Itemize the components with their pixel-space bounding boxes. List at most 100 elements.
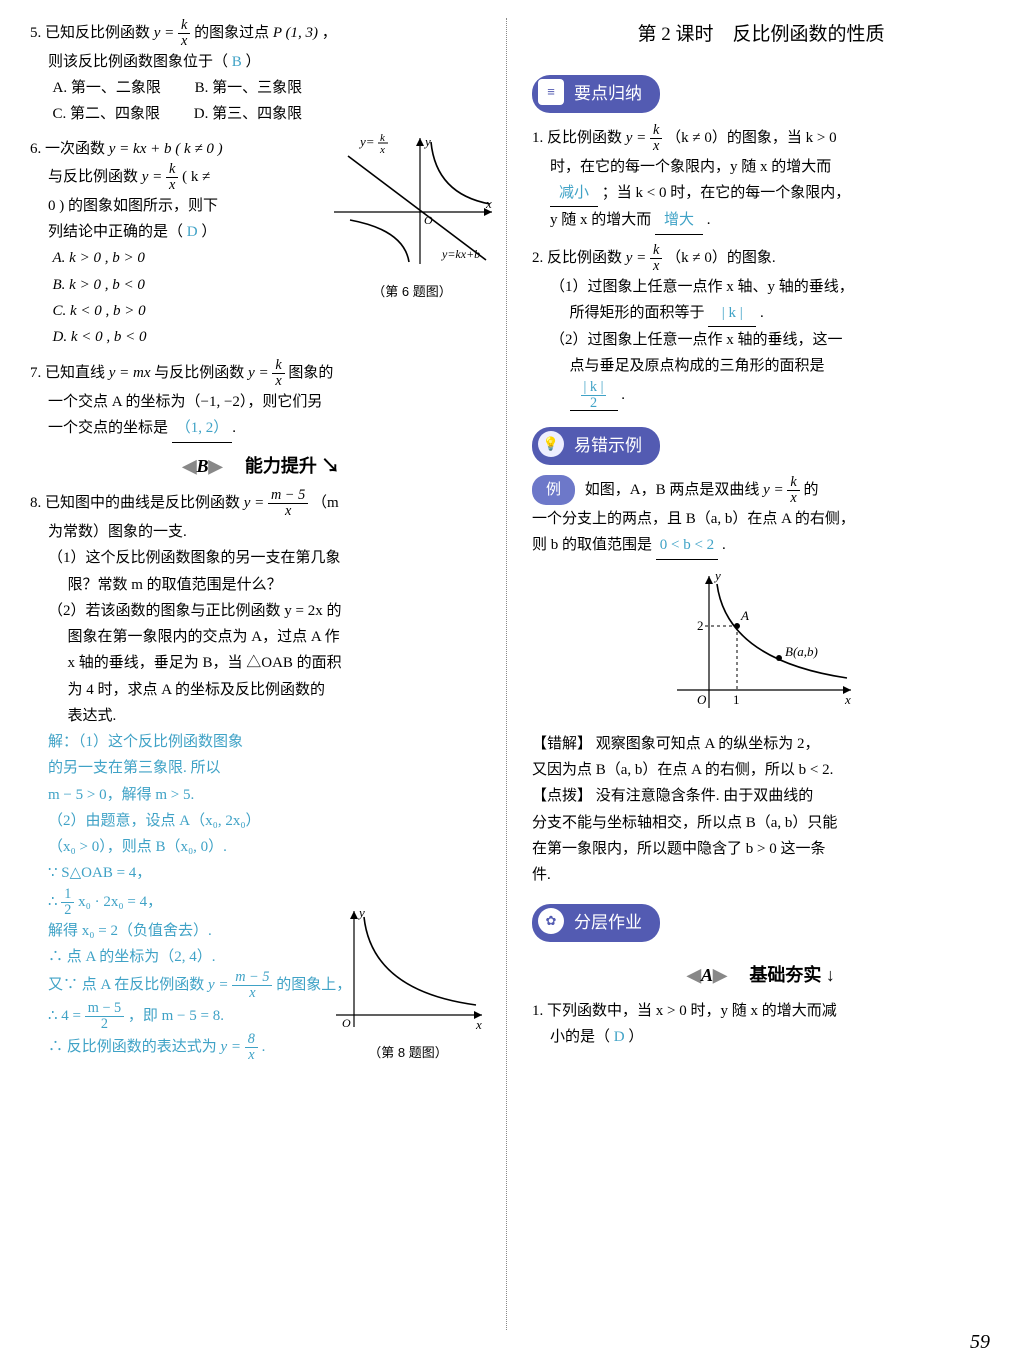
q8-t1c: （m xyxy=(312,495,339,511)
q7-frac: y = kx xyxy=(248,365,285,381)
tip3: 在第一象限内，所以题中隐含了 b > 0 这一条 xyxy=(532,836,990,862)
q6-l2a: 与反比例函数 xyxy=(48,169,142,185)
q8-s12b: . xyxy=(262,1039,266,1055)
pt1-l1a: 1. 反比例函数 xyxy=(532,130,626,146)
pill-keypoints: ≡ 要点归纳 xyxy=(532,75,660,113)
q8-s4: （2）由题意，设点 A（x₀, 2x₀） xyxy=(48,808,492,834)
q8-s3: m − 5 > 0，解得 m > 5. xyxy=(48,782,492,808)
q8-t1a: 8. 已知图中的曲线是反比例函数 xyxy=(30,495,244,511)
pt2-s1b: 所得矩形的面积等于 xyxy=(570,305,705,321)
pill3-label: 分层作业 xyxy=(574,913,642,932)
ex-t2: 一个分支上的两点，且 B（a, b）在点 A 的右侧， xyxy=(532,506,990,532)
pt2-l1a: 2. 反比例函数 xyxy=(532,250,626,266)
pt2-blank1: | k | xyxy=(708,300,756,327)
pt1-blank1: 减小 xyxy=(550,180,598,207)
svg-text:A: A xyxy=(740,608,749,623)
q6-l2c: ( k ≠ xyxy=(182,169,210,185)
ex-t1b: 的 xyxy=(803,482,818,498)
pt2-s2b: 点与垂足及原点构成的三角形的面积是 xyxy=(532,353,990,379)
wrong-label: 【错解】 xyxy=(532,735,592,752)
pt2-s2a: （2）过图象上任意一点作 x 轴的垂线，这一 xyxy=(532,327,990,353)
q7-t1a: 7. 已知直线 xyxy=(30,365,109,381)
svg-text:y=kx+b: y=kx+b xyxy=(441,247,480,261)
pt2-l1b: （k ≠ 0）的图象. xyxy=(666,250,775,266)
hw1-t2b: ） xyxy=(628,1029,643,1045)
q8-s2: 的另一支在第三象限. 所以 xyxy=(48,755,492,781)
q5-point: P (1, 3) xyxy=(273,25,318,41)
q8-frac1: y = m − 5x xyxy=(244,495,308,511)
bulb-icon: 💡 xyxy=(538,431,564,457)
question-5: 5. 已知反比例函数 y = kx 的图象过点 P (1, 3) ， 则该反比例… xyxy=(30,18,492,128)
example: 例 如图，A，B 两点是双曲线 y = kx 的 一个分支上的两点，且 B（a,… xyxy=(532,475,990,888)
secA-sym: A xyxy=(701,965,713,985)
svg-text:x: x xyxy=(844,692,851,707)
point-1: 1. 反比例函数 y = kx （k ≠ 0）的图象，当 k > 0 时，在它的… xyxy=(532,123,990,235)
q6-l4a: 列结论中正确的是（ xyxy=(48,224,183,240)
pill-mistakes: 💡 易错示例 xyxy=(532,427,660,465)
tip2: 分支不能与坐标轴相交，所以点 B（a, b）只能 xyxy=(532,810,990,836)
q7-t1c: 与反比例函数 xyxy=(154,365,248,381)
q5-text-c: ， xyxy=(322,25,337,41)
svg-text:k: k xyxy=(380,132,386,144)
secB-sym: B xyxy=(196,456,208,476)
hw1-answer: D xyxy=(614,1029,625,1045)
question-8: 8. 已知图中的曲线是反比例函数 y = m − 5x （m 为常数）图象的一支… xyxy=(30,488,492,1063)
question-7: 7. 已知直线 y = mx 与反比例函数 y = kx 图象的 一个交点 A … xyxy=(30,358,492,442)
q5-text-e: ） xyxy=(246,54,261,70)
pt1-l2a: 时，在它的每一个象限内，y 随 x 的增大而 xyxy=(550,159,831,175)
svg-text:y: y xyxy=(357,905,365,920)
q6-l1b: y = kx + b ( k ≠ 0 ) xyxy=(109,141,223,157)
tip-label: 【点拨】 xyxy=(532,787,592,804)
q6-caption: （第 6 题图） xyxy=(326,281,498,304)
hw1-t1: 1. 下列函数中，当 x > 0 时，y 随 x 的增大而减 xyxy=(532,998,990,1024)
pt1-l2b: ；当 k < 0 时，在它的每一个象限内， xyxy=(602,185,850,201)
q5-choice-d: D. 第三、四象限 xyxy=(194,106,302,122)
svg-text:x: x xyxy=(485,196,492,211)
q7-answer: （1, 2） xyxy=(172,415,233,442)
q8-s11a: ∴ 4 = xyxy=(48,1008,85,1024)
q5-choice-c: C. 第二、四象限 xyxy=(53,106,161,122)
q8-t2: 为常数）图象的一支. xyxy=(30,519,492,545)
q5-text-a: 5. 已知反比例函数 xyxy=(30,25,154,41)
tip1: 没有注意隐含条件. 由于双曲线的 xyxy=(596,788,814,804)
q8-s7a: ∴ xyxy=(48,894,61,910)
q8-s7b: x₀ · 2x₀ = 4， xyxy=(78,894,162,910)
pt2-s1c: . xyxy=(760,305,764,321)
q8-s5: （x₀ > 0），则点 B（x₀, 0）. xyxy=(48,834,492,860)
q8-caption: （第 8 题图） xyxy=(328,1042,488,1065)
q5-choice-b: B. 第一、三象限 xyxy=(195,80,303,96)
q8-p2c: x 轴的垂线，垂足为 B，当 △OAB 的面积 xyxy=(30,650,492,676)
pt1-l3b: . xyxy=(707,212,711,228)
svg-text:B(a,b): B(a,b) xyxy=(785,644,818,659)
q5-answer: B xyxy=(232,54,242,70)
lesson-title: 第 2 课时 反比例函数的性质 xyxy=(532,18,990,51)
q8-p2a: （2）若该函数的图象与正比例函数 y = 2x 的 xyxy=(30,598,492,624)
q8-s10a: 又∵ 点 A 在反比例函数 xyxy=(48,977,208,993)
q5-text-b: 的图象过点 xyxy=(194,25,273,41)
section-a-heading: ◀A▶ 基础夯实 ↓ xyxy=(532,960,990,992)
svg-text:y: y xyxy=(713,568,721,583)
example-figure: A B(a,b) 2 1 O y x xyxy=(532,566,990,725)
q8-figure: y x O （第 8 题图） xyxy=(328,903,488,1065)
example-tag: 例 xyxy=(532,475,575,505)
pill2-label: 易错示例 xyxy=(574,436,642,455)
q5-text-d: 则该反比例函数图象位于（ xyxy=(48,54,228,70)
wrong2: 又因为点 B（a, b）在点 A 的右侧，所以 b < 2. xyxy=(532,757,990,783)
q7-t2: 一个交点 A 的坐标为（−1, −2），则它们另 xyxy=(30,389,492,415)
q7-t1b: y = mx xyxy=(109,365,151,381)
q6-figure: y= k x y x O y=kx+b （第 6 题图） xyxy=(326,132,498,304)
svg-text:2: 2 xyxy=(697,618,704,633)
q7-t1e: 图象的 xyxy=(288,365,333,381)
q5-formula: y = kx xyxy=(154,25,191,41)
q5-choice-a: A. 第一、二象限 xyxy=(53,80,161,96)
q8-p1a: （1）这个反比例函数图象的另一支在第几象 xyxy=(30,545,492,571)
q6-answer: D xyxy=(187,224,198,240)
svg-text:x: x xyxy=(475,1017,482,1032)
pt1-l1b: （k ≠ 0）的图象，当 k > 0 xyxy=(666,130,836,146)
sprout-icon: ✿ xyxy=(538,908,564,934)
list-icon: ≡ xyxy=(538,79,564,105)
pt2-s1a: （1）过图象上任意一点作 x 轴、y 轴的垂线， xyxy=(532,274,990,300)
q8-p2b: 图象在第一象限内的交点为 A，过点 A 作 xyxy=(30,624,492,650)
secA-label: 基础夯实 xyxy=(749,965,821,985)
page-number: 59 xyxy=(970,1325,990,1360)
